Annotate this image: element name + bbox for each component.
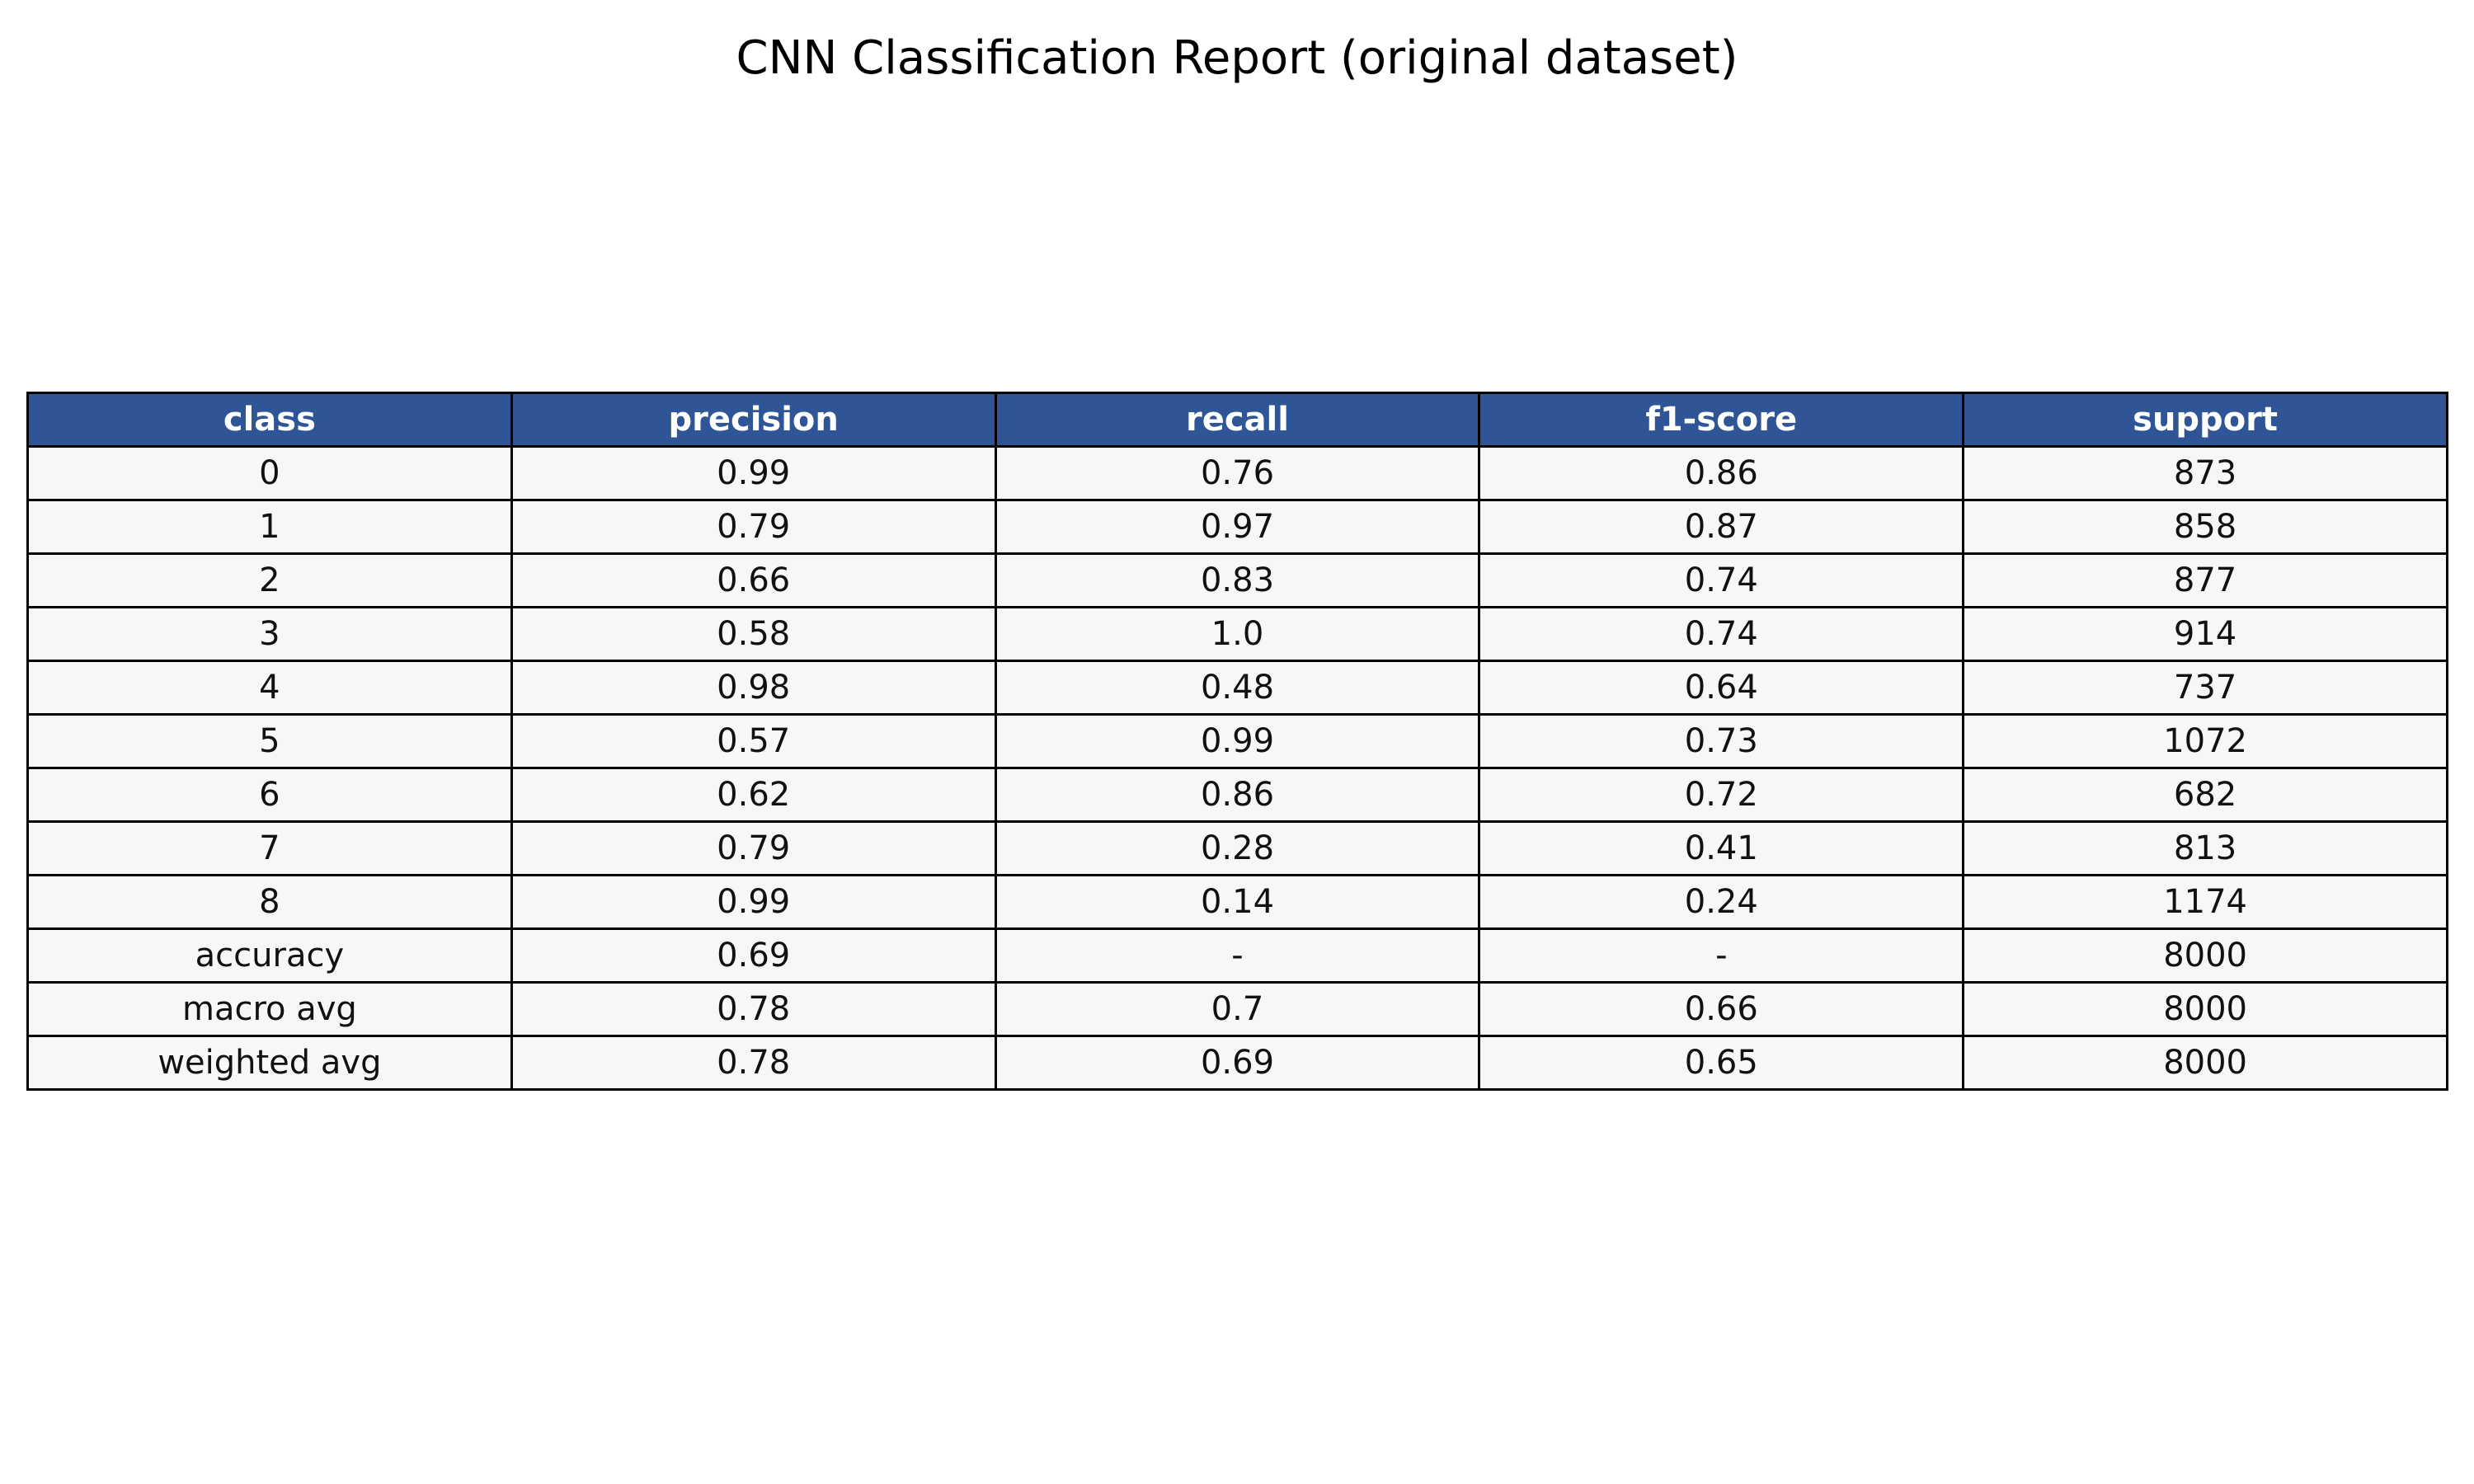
table-cell-class: 2 [26,552,513,608]
column-header-precision: precision [510,392,997,448]
table-row: 1 0.79 0.97 0.87 858 [26,499,2448,555]
table-cell-recall: 0.69 [994,1035,1481,1091]
table-cell-recall: 0.99 [994,713,1481,769]
table-cell-f1-score: 0.64 [1478,660,1965,716]
table-cell-recall: 0.28 [994,820,1481,876]
table-row: 0 0.99 0.76 0.86 873 [26,445,2448,501]
column-header-support: support [1962,392,2448,448]
table-cell-precision: 0.62 [510,767,997,823]
table-row: 8 0.99 0.14 0.24 1174 [26,874,2448,930]
table-row: 3 0.58 1.0 0.74 914 [26,606,2448,662]
table-cell-class: 5 [26,713,513,769]
table-cell-class: 4 [26,660,513,716]
table-cell-precision: 0.79 [510,499,997,555]
table-cell-precision: 0.99 [510,874,997,930]
column-header-class: class [26,392,513,448]
table-cell-class: 1 [26,499,513,555]
table-row: 4 0.98 0.48 0.64 737 [26,660,2448,716]
table-cell-precision: 0.79 [510,820,997,876]
table-cell-f1-score: 0.66 [1478,981,1965,1037]
table-cell-support: 8000 [1962,981,2448,1037]
table-cell-precision: 0.98 [510,660,997,716]
table-cell-f1-score: - [1478,928,1965,984]
column-header-recall: recall [994,392,1481,448]
table-cell-precision: 0.57 [510,713,997,769]
table-cell-precision: 0.78 [510,1035,997,1091]
table-cell-support: 858 [1962,499,2448,555]
table-row: 5 0.57 0.99 0.73 1072 [26,713,2448,769]
table-cell-f1-score: 0.73 [1478,713,1965,769]
table-cell-recall: 0.48 [994,660,1481,716]
table-header-row: class precision recall f1-score support [26,392,2448,448]
table-cell-f1-score: 0.41 [1478,820,1965,876]
table-row: 2 0.66 0.83 0.74 877 [26,552,2448,608]
table-cell-class: 6 [26,767,513,823]
table-cell-recall: 0.76 [994,445,1481,501]
table-cell-precision: 0.69 [510,928,997,984]
table-cell-recall: 0.7 [994,981,1481,1037]
table-cell-support: 737 [1962,660,2448,716]
table-cell-support: 1072 [1962,713,2448,769]
table-cell-f1-score: 0.24 [1478,874,1965,930]
table-cell-recall: 0.86 [994,767,1481,823]
table-row: macro avg 0.78 0.7 0.66 8000 [26,981,2448,1037]
table-cell-support: 873 [1962,445,2448,501]
table-row: 6 0.62 0.86 0.72 682 [26,767,2448,823]
table-cell-class: accuracy [26,928,513,984]
table-cell-recall: 0.97 [994,499,1481,555]
table-cell-recall: - [994,928,1481,984]
table-cell-support: 877 [1962,552,2448,608]
table-cell-support: 682 [1962,767,2448,823]
table-cell-f1-score: 0.74 [1478,606,1965,662]
table-cell-support: 8000 [1962,1035,2448,1091]
table-cell-precision: 0.58 [510,606,997,662]
table-body: 0 0.99 0.76 0.86 873 1 0.79 0.97 0.87 858 2 0.66 0.8… [26,445,2448,1091]
table-cell-class: 0 [26,445,513,501]
table-cell-support: 914 [1962,606,2448,662]
table-cell-support: 1174 [1962,874,2448,930]
table-cell-precision: 0.66 [510,552,997,608]
classification-report-table: class precision recall f1-score support 0 0.9… [26,392,2448,1091]
table-cell-class: 8 [26,874,513,930]
table-cell-f1-score: 0.74 [1478,552,1965,608]
table-cell-class: macro avg [26,981,513,1037]
table-cell-f1-score: 0.65 [1478,1035,1965,1091]
table-cell-class: weighted avg [26,1035,513,1091]
table-cell-class: 3 [26,606,513,662]
table-cell-precision: 0.78 [510,981,997,1037]
table-row: weighted avg 0.78 0.69 0.65 8000 [26,1035,2448,1091]
table-cell-class: 7 [26,820,513,876]
table-cell-precision: 0.99 [510,445,997,501]
table-cell-support: 813 [1962,820,2448,876]
table-cell-recall: 0.83 [994,552,1481,608]
table-cell-f1-score: 0.87 [1478,499,1965,555]
table-cell-recall: 0.14 [994,874,1481,930]
chart-title: CNN Classification Report (original data… [736,31,1738,85]
table-cell-f1-score: 0.86 [1478,445,1965,501]
column-header-f1-score: f1-score [1478,392,1965,448]
table-cell-f1-score: 0.72 [1478,767,1965,823]
table-row: 7 0.79 0.28 0.41 813 [26,820,2448,876]
table-cell-support: 8000 [1962,928,2448,984]
table-row: accuracy 0.69- -8000 [26,928,2448,984]
table-cell-recall: 1.0 [994,606,1481,662]
